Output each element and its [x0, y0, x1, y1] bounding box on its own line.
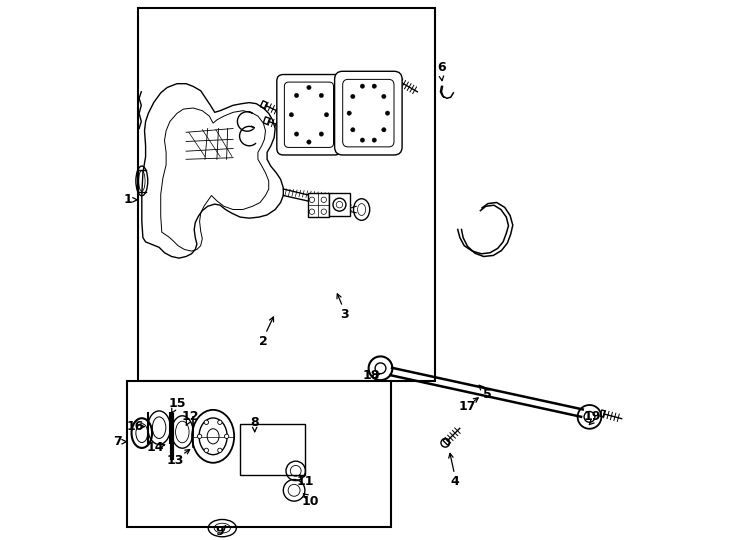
Text: 5: 5: [482, 388, 491, 401]
Circle shape: [351, 127, 355, 132]
FancyBboxPatch shape: [137, 8, 435, 381]
Text: 7: 7: [113, 435, 122, 448]
Text: 19: 19: [584, 410, 601, 423]
FancyBboxPatch shape: [277, 75, 341, 155]
Polygon shape: [247, 444, 250, 450]
Text: 16: 16: [126, 420, 143, 433]
Polygon shape: [600, 410, 605, 417]
Polygon shape: [443, 438, 450, 445]
Polygon shape: [271, 438, 274, 444]
Text: 17: 17: [458, 400, 476, 413]
Text: 13: 13: [167, 454, 184, 467]
Polygon shape: [259, 448, 261, 454]
Circle shape: [385, 111, 390, 116]
Circle shape: [225, 434, 229, 438]
Circle shape: [289, 112, 294, 117]
Polygon shape: [393, 76, 399, 83]
FancyBboxPatch shape: [240, 424, 305, 475]
Text: 3: 3: [340, 308, 349, 321]
Circle shape: [351, 94, 355, 99]
Polygon shape: [261, 101, 267, 109]
FancyBboxPatch shape: [330, 193, 349, 216]
Circle shape: [319, 132, 324, 136]
Circle shape: [294, 93, 299, 98]
Polygon shape: [259, 434, 261, 441]
Polygon shape: [247, 457, 250, 464]
Polygon shape: [264, 117, 269, 124]
Circle shape: [372, 84, 377, 89]
FancyBboxPatch shape: [127, 381, 391, 526]
Circle shape: [360, 84, 365, 89]
Circle shape: [307, 85, 311, 90]
Circle shape: [204, 420, 208, 424]
Text: 18: 18: [363, 369, 380, 382]
Circle shape: [294, 132, 299, 136]
Text: 14: 14: [147, 441, 164, 454]
Circle shape: [307, 140, 311, 144]
Circle shape: [319, 93, 324, 98]
Circle shape: [360, 138, 365, 142]
Text: 1: 1: [124, 193, 133, 206]
Text: 4: 4: [450, 475, 459, 488]
Text: 12: 12: [181, 410, 199, 423]
Polygon shape: [271, 465, 274, 471]
Circle shape: [382, 94, 386, 99]
FancyBboxPatch shape: [343, 79, 394, 147]
Circle shape: [204, 448, 208, 453]
Circle shape: [324, 112, 329, 117]
Text: 8: 8: [250, 416, 259, 429]
FancyBboxPatch shape: [284, 82, 333, 147]
Text: 6: 6: [437, 61, 446, 74]
Text: 15: 15: [168, 397, 186, 410]
FancyBboxPatch shape: [335, 71, 402, 155]
Polygon shape: [259, 461, 261, 468]
Circle shape: [218, 420, 222, 424]
Circle shape: [218, 448, 222, 453]
Circle shape: [347, 111, 352, 116]
Text: 9: 9: [216, 525, 225, 538]
Circle shape: [382, 127, 386, 132]
Circle shape: [372, 138, 377, 142]
Text: 11: 11: [296, 475, 313, 488]
Polygon shape: [247, 430, 250, 437]
Text: 10: 10: [302, 495, 319, 508]
Polygon shape: [271, 451, 274, 458]
Text: 2: 2: [259, 335, 268, 348]
FancyBboxPatch shape: [308, 193, 330, 217]
Circle shape: [197, 434, 202, 438]
